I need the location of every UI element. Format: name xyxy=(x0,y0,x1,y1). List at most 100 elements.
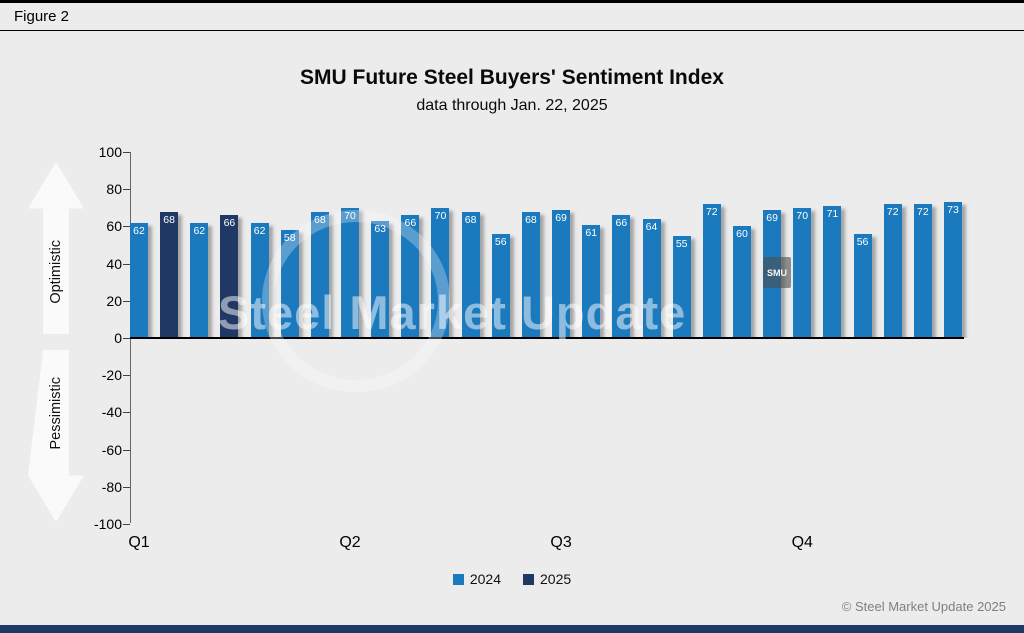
bar-2024-27: 73 xyxy=(944,202,962,338)
bar-value-label: 62 xyxy=(193,224,206,237)
bar-2024-9: 66 xyxy=(401,215,420,338)
bar-2024-18: 55 xyxy=(672,235,691,338)
bar-value-label: 68 xyxy=(163,213,175,226)
figure-label: Figure 2 xyxy=(14,8,70,25)
bar-2024-17: 64 xyxy=(642,218,661,338)
x-axis-label-q3: Q3 xyxy=(550,534,572,551)
legend-item-2025: 2025 xyxy=(523,571,571,587)
copyright-text: © Steel Market Update 2025 xyxy=(841,599,1006,614)
legend-item-2024: 2024 xyxy=(452,571,501,587)
bar-value-label: 70 xyxy=(344,209,356,222)
y-tick-mark xyxy=(123,263,130,265)
y-tick-label: 0 xyxy=(114,330,122,346)
x-axis-label-q4: Q4 xyxy=(791,534,813,551)
bar-2024-26: 72 xyxy=(913,204,932,338)
y-tick-label: 100 xyxy=(98,144,122,160)
bar-2024-0: 62 xyxy=(130,222,148,338)
optimistic-label: Optimistic xyxy=(48,240,64,304)
zero-baseline xyxy=(130,337,964,339)
bar-value-label: 69 xyxy=(766,211,778,224)
y-tick-label: -80 xyxy=(101,478,122,495)
bar-2024-4: 62 xyxy=(250,222,269,338)
bar-2024-13: 68 xyxy=(521,211,540,338)
y-tick-mark xyxy=(123,524,130,525)
pessimistic-label: Pessimistic xyxy=(48,376,64,450)
y-tick-label: -100 xyxy=(93,516,122,532)
y-tick-mark xyxy=(123,338,130,339)
bar-2024-19: 72 xyxy=(702,204,721,338)
y-tick-label: -60 xyxy=(101,441,122,458)
y-tick-label: 60 xyxy=(106,218,122,235)
legend-swatch-icon xyxy=(523,573,534,585)
bar-value-label: 70 xyxy=(434,209,447,222)
bar-value-label: 66 xyxy=(223,217,236,230)
bar-value-label: 71 xyxy=(826,207,839,220)
bar-value-label: 63 xyxy=(374,222,387,235)
bar-2024-21: 69 xyxy=(763,209,782,338)
y-tick-mark xyxy=(123,486,130,488)
bar-2024-8: 63 xyxy=(371,220,390,338)
bar-value-label: 70 xyxy=(796,209,809,222)
y-tick-mark xyxy=(123,375,130,377)
bar-2024-22: 70 xyxy=(793,207,812,338)
bar-value-label: 66 xyxy=(615,217,628,230)
legend-label: 2025 xyxy=(540,571,572,587)
y-tick-mark xyxy=(123,152,130,153)
bar-2024-12: 56 xyxy=(491,233,510,338)
y-tick-mark xyxy=(123,189,130,191)
bar-value-label: 60 xyxy=(736,228,748,241)
bar-2024-15: 61 xyxy=(582,224,601,338)
bar-2024-14: 69 xyxy=(552,209,571,338)
bar-2024-7: 70 xyxy=(341,207,360,338)
bar-value-label: 62 xyxy=(133,224,145,237)
bar-2024-2: 62 xyxy=(190,222,209,338)
y-tick-label: -40 xyxy=(101,404,122,421)
bar-value-label: 64 xyxy=(645,220,658,233)
y-tick-mark xyxy=(123,412,130,414)
y-tick-mark xyxy=(123,449,130,451)
bar-value-label: 61 xyxy=(585,226,598,239)
bar-2024-16: 66 xyxy=(612,215,631,338)
bar-value-label: 72 xyxy=(917,206,929,219)
y-tick-label: 80 xyxy=(106,181,122,198)
bar-2025-1: 68 xyxy=(160,211,179,338)
chart-legend: 2024 2025 xyxy=(0,571,1024,587)
chart-subtitle: data through Jan. 22, 2025 xyxy=(416,97,608,114)
bar-value-label: 56 xyxy=(494,235,507,248)
bar-value-label: 72 xyxy=(705,206,718,219)
bar-2024-24: 56 xyxy=(853,233,872,338)
bar-2025-3: 66 xyxy=(220,215,239,338)
y-tick-label: -20 xyxy=(101,367,122,384)
legend-label: 2024 xyxy=(469,571,501,587)
bar-value-label: 66 xyxy=(404,217,417,230)
x-axis-label-q1: Q1 xyxy=(128,534,150,551)
chart-title: SMU Future Steel Buyers' Sentiment Index xyxy=(300,66,724,89)
x-axis-label-q2: Q2 xyxy=(339,534,361,551)
bar-value-label: 55 xyxy=(675,237,688,250)
bottom-accent-bar xyxy=(0,625,1024,633)
bar-value-label: 73 xyxy=(947,204,959,217)
bar-value-label: 68 xyxy=(525,213,537,226)
y-tick-label: 20 xyxy=(106,292,122,309)
bar-value-label: 68 xyxy=(464,213,477,226)
bar-2024-6: 68 xyxy=(310,211,329,338)
bar-2024-20: 60 xyxy=(732,226,751,338)
legend-swatch-icon xyxy=(452,573,464,585)
plot-area: 62 68 62 66 62 58 68 70 63 66 70 68 56 68 69 61 66 64 55 72… xyxy=(128,148,974,338)
bar-value-label: 56 xyxy=(856,235,869,248)
y-tick-mark xyxy=(123,300,130,302)
bar-2024-25: 72 xyxy=(883,204,902,338)
bar-2024-23: 71 xyxy=(823,205,842,338)
y-tick-mark xyxy=(123,226,130,228)
bar-value-label: 69 xyxy=(555,211,567,224)
bar-value-label: 72 xyxy=(886,206,899,219)
bar-value-label: 58 xyxy=(283,232,296,245)
figure-header: Figure 2 xyxy=(0,0,1024,31)
y-tick-label: 40 xyxy=(106,255,122,272)
bar-2024-5: 58 xyxy=(280,230,299,338)
bar-2024-11: 68 xyxy=(461,211,480,338)
bar-value-label: 68 xyxy=(314,213,326,226)
bar-2024-10: 70 xyxy=(431,207,450,338)
bar-value-label: 62 xyxy=(253,224,266,237)
